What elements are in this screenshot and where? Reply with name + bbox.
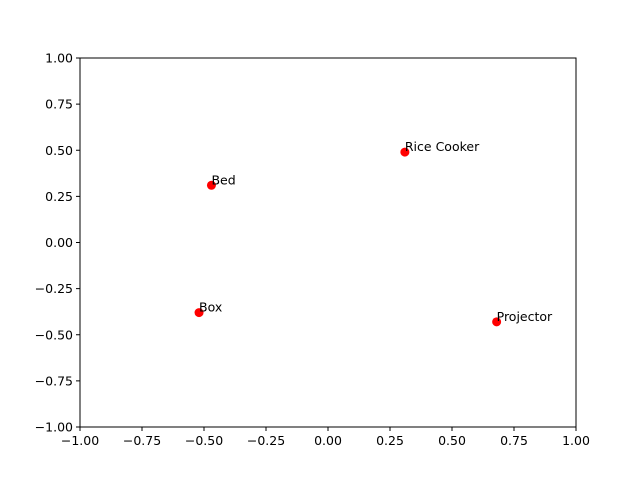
x-tick-label: 1.00 (562, 433, 590, 448)
x-tick-label: −0.25 (247, 433, 285, 448)
y-tick-label: −1.00 (35, 420, 73, 435)
y-tick-label: 1.00 (45, 51, 73, 66)
plot-area-frame (79, 57, 577, 428)
y-tick-label: 0.75 (45, 97, 73, 112)
scatter-point (492, 317, 502, 327)
x-tick-label: 0.75 (500, 433, 528, 448)
y-tick-label: −0.25 (35, 281, 73, 296)
data-points: Rice Cooker Bed Box Projector (194, 139, 553, 327)
scatter-point (194, 308, 204, 318)
point-label: Box (199, 300, 222, 315)
point-label: Projector (497, 309, 553, 324)
x-tick-label: 0.50 (438, 433, 466, 448)
x-tick-label: −1.00 (61, 433, 99, 448)
y-tick-label: 0.50 (45, 143, 73, 158)
point-label: Bed (211, 172, 235, 187)
scatter-point (400, 147, 410, 157)
x-tick-label: 0.25 (376, 433, 404, 448)
x-tick-label: 0.00 (314, 433, 342, 448)
y-axis-ticks: −1.00 −0.75 −0.50 −0.25 0.00 0.25 0.50 0.75 1.00 (35, 51, 80, 435)
y-tick-label: 0.00 (45, 235, 73, 250)
y-tick-label: 0.25 (45, 189, 73, 204)
y-tick-label: −0.50 (35, 327, 73, 342)
x-tick-label: −0.50 (185, 433, 223, 448)
x-axis-ticks: −1.00 −0.75 −0.50 −0.25 0.00 0.25 0.50 0.75 1.00 (61, 427, 590, 448)
x-tick-label: −0.75 (123, 433, 161, 448)
scatter-point (206, 180, 216, 190)
y-tick-label: −0.75 (35, 373, 73, 388)
point-label: Rice Cooker (405, 139, 480, 154)
